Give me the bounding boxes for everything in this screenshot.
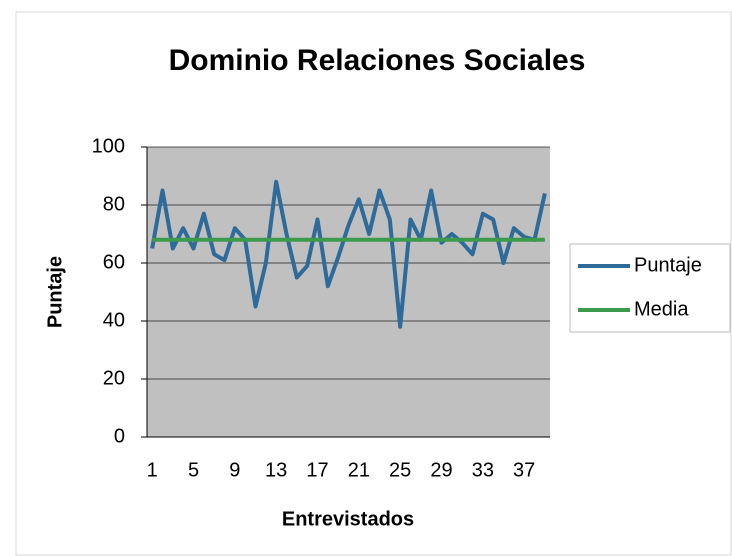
x-tick-label: 37 [513, 459, 535, 481]
y-tick-label: 60 [103, 251, 125, 273]
chart-title: Dominio Relaciones Sociales [169, 44, 586, 77]
x-tick-label: 29 [430, 459, 452, 481]
x-tick-label: 25 [389, 459, 411, 481]
y-tick-label: 0 [114, 425, 125, 447]
x-tick-label: 9 [229, 459, 240, 481]
x-tick-label: 21 [348, 459, 370, 481]
x-tick-label: 17 [306, 459, 328, 481]
y-axis-label: Puntaje [44, 256, 66, 328]
x-tick-label: 33 [472, 459, 494, 481]
y-tick-label: 80 [103, 193, 125, 215]
x-tick-label: 5 [188, 459, 199, 481]
y-tick-label: 100 [92, 135, 125, 157]
series-line [150, 179, 547, 329]
legend [569, 243, 731, 333]
legend-label: Media [634, 298, 689, 320]
y-tick-label: 40 [103, 309, 125, 331]
plot-area [147, 147, 550, 437]
y-tick-label: 20 [103, 367, 125, 389]
x-tick-label: 13 [265, 459, 287, 481]
x-axis-label: Entrevistados [282, 508, 414, 530]
legend-label: Puntaje [634, 254, 702, 276]
x-tick-label: 1 [147, 459, 158, 481]
